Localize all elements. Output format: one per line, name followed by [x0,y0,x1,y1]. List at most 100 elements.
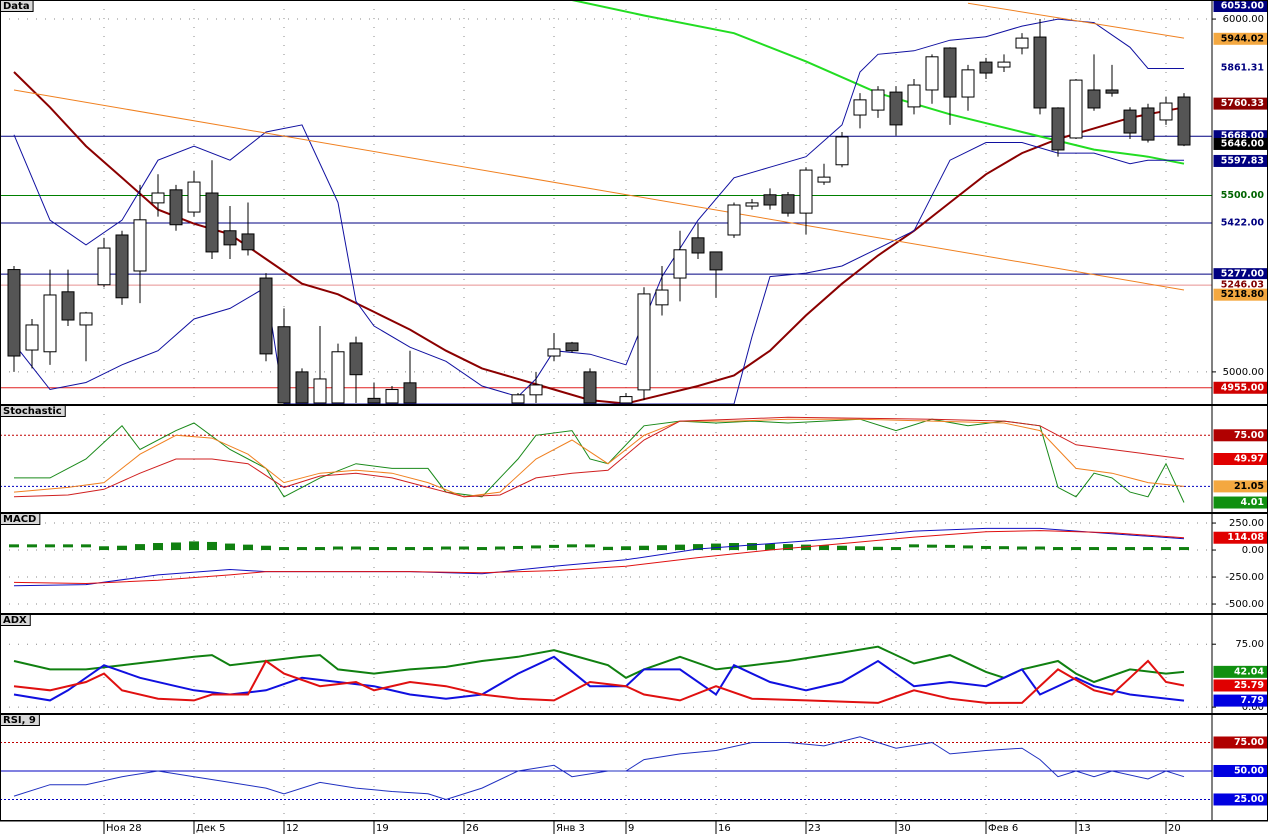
candle-body [907,84,921,108]
indicator-line [13,655,1185,702]
histogram-bar [531,545,541,549]
histogram-bar [405,547,415,551]
price-tag [1213,154,1268,167]
candle-body [385,389,399,404]
candle-body [403,382,417,404]
histogram-bar [1053,547,1063,551]
histogram-bar [855,546,865,551]
histogram-bar [747,543,757,551]
price-tag [1213,679,1268,692]
candle-body [205,192,219,253]
y-tick-label: 0.00 [1242,545,1264,556]
price-tag-label: 6053.00 [1221,1,1265,12]
candle-body [1051,107,1065,151]
histogram-bar [279,547,289,551]
x-tick-label: 9 [628,823,634,834]
candle-body [349,342,363,376]
x-tick-label: 26 [466,823,479,834]
candle-body [1141,107,1155,141]
candle-body [1159,102,1173,121]
candle-body [835,136,849,166]
price-tag [1213,764,1268,777]
histogram-bar [513,545,523,549]
x-tick-label: Фев 6 [988,823,1018,834]
price-tag [1213,32,1268,45]
price-tag [1213,736,1268,749]
candle-body [241,233,255,251]
indicator-line [13,659,1185,704]
histogram-bar [315,547,325,551]
candle-body [691,237,705,254]
price-tag-label: 5646.00 [1221,138,1265,149]
histogram-bar [783,544,793,551]
panel [0,714,1212,820]
histogram-bar [585,544,595,548]
histogram-bar [963,545,973,549]
price-tag [1213,793,1268,806]
candle-body [655,289,669,306]
candle-body [961,69,975,98]
candle-body [1105,89,1119,94]
histogram-bar [243,544,253,551]
histogram-bar [441,546,451,550]
x-tick-label: Ноя 28 [106,823,142,834]
candle-body [817,176,831,183]
candle-body [889,91,903,126]
candle-body [853,99,867,116]
panel-title: MACD [3,514,36,525]
histogram-bar [1035,546,1045,550]
histogram-bar [261,545,271,551]
candle-body [151,192,165,204]
price-tag [1213,496,1268,509]
panel-title-box [0,405,66,417]
panel-title: RSI, 9 [3,715,36,726]
histogram-bar [297,547,307,551]
panel-title-box [0,513,41,525]
histogram-bar [1179,547,1189,551]
histogram-bar [99,546,109,551]
price-tag [1213,381,1268,394]
candle-body [727,204,741,236]
y-tick-label: 75.00 [1235,639,1264,650]
histogram-bar [891,547,901,551]
price-tag [1213,137,1268,150]
price-tag-label: 5422.00 [1221,217,1265,228]
price-tag-label: 21.05 [1234,481,1264,492]
price-tag [1213,531,1268,544]
indicator-line [13,18,1184,398]
candle-body [871,89,885,111]
price-tag-label: 5861.31 [1221,62,1264,73]
histogram-bar [549,544,559,548]
indicator-line [13,418,1185,498]
candle-body [79,312,93,326]
candle-body [223,230,237,246]
candle-body [565,342,579,352]
price-tag-label: 4.01 [1241,497,1264,508]
candle-body [637,293,651,391]
histogram-bar [1017,546,1027,550]
candle-body [781,194,795,214]
candle-body [619,396,633,404]
price-tag-label: 7.79 [1241,695,1264,706]
price-tag-label: 42.04 [1234,666,1264,677]
histogram-bar [837,545,847,551]
candle-body [295,371,309,404]
price-tag-label: 5944.02 [1221,33,1264,44]
panel-title: ADX [3,615,27,626]
candle-body [1177,96,1191,146]
price-tag-label: 5277.00 [1221,269,1265,280]
x-tick-label: Дек 5 [196,823,226,834]
histogram-bar [135,544,145,551]
indicator-line [13,530,1185,585]
histogram-bar [117,545,127,551]
histogram-bar [459,546,469,550]
price-tag-label: 5218.80 [1221,289,1265,300]
histogram-bar [1143,547,1153,551]
candle-body [943,47,957,98]
histogram-bar [621,546,631,551]
histogram-bar [1107,547,1117,551]
price-tag-label: 50.00 [1234,765,1264,776]
histogram-bar [639,545,649,551]
candle-body [763,194,777,206]
